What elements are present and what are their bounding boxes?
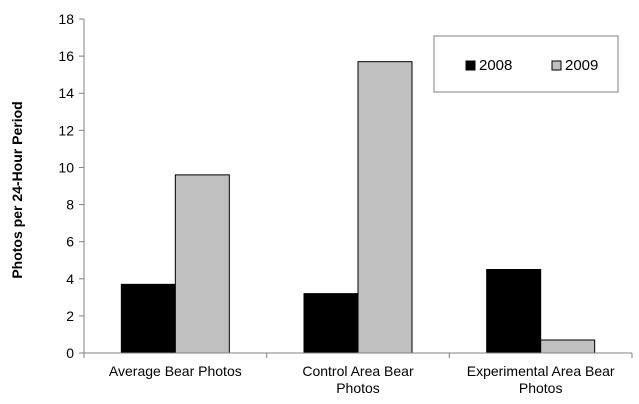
x-category-label-line: Average Bear Photos — [109, 363, 242, 379]
x-category-label-line: Control Area Bear — [302, 363, 414, 379]
legend-swatch-2008 — [465, 60, 476, 71]
legend-box — [433, 35, 619, 93]
bar-2009-1 — [174, 174, 230, 354]
y-tick-label: 10 — [58, 159, 74, 175]
x-categories-group: Average Bear Photos Control Area Bear Phot… — [109, 363, 615, 396]
axes-group — [83, 19, 633, 358]
y-tick-label: 18 — [58, 11, 74, 27]
bar-2008-3 — [486, 269, 542, 354]
y-tick-label: 4 — [66, 271, 74, 287]
bar-2009-3 — [540, 339, 596, 354]
y-tick-label: 16 — [58, 48, 74, 64]
legend-swatch-2009 — [551, 60, 562, 71]
y-tick-label: 6 — [66, 234, 74, 250]
legend-label-2009: 2009 — [565, 57, 598, 74]
y-tick-label: 14 — [58, 85, 74, 101]
x-category-label: Average Bear Photos — [109, 363, 242, 379]
x-category-label: Experimental Area Bear Photos — [467, 363, 615, 396]
y-ticks-group: 0 2 4 6 8 10 12 14 16 18 — [58, 11, 84, 361]
y-tick-label: 2 — [66, 308, 74, 324]
bars-group — [120, 61, 596, 354]
x-category-label-line: Photos — [519, 380, 563, 396]
y-tick-label: 8 — [66, 197, 74, 213]
y-tick-label: 12 — [58, 122, 74, 138]
legend-label-2008: 2008 — [479, 57, 512, 74]
bar-2008-2 — [303, 293, 359, 354]
y-axis-label: Photos per 24-Hour Period — [9, 101, 25, 278]
bar-2008-1 — [120, 283, 176, 354]
x-category-label-line: Experimental Area Bear — [467, 363, 615, 379]
y-tick-label: 0 — [66, 345, 74, 361]
legend: 2008 2009 — [433, 35, 619, 93]
x-category-label: Control Area Bear Photos — [302, 363, 414, 396]
bar-2009-2 — [357, 61, 413, 354]
x-category-label-line: Photos — [336, 380, 380, 396]
